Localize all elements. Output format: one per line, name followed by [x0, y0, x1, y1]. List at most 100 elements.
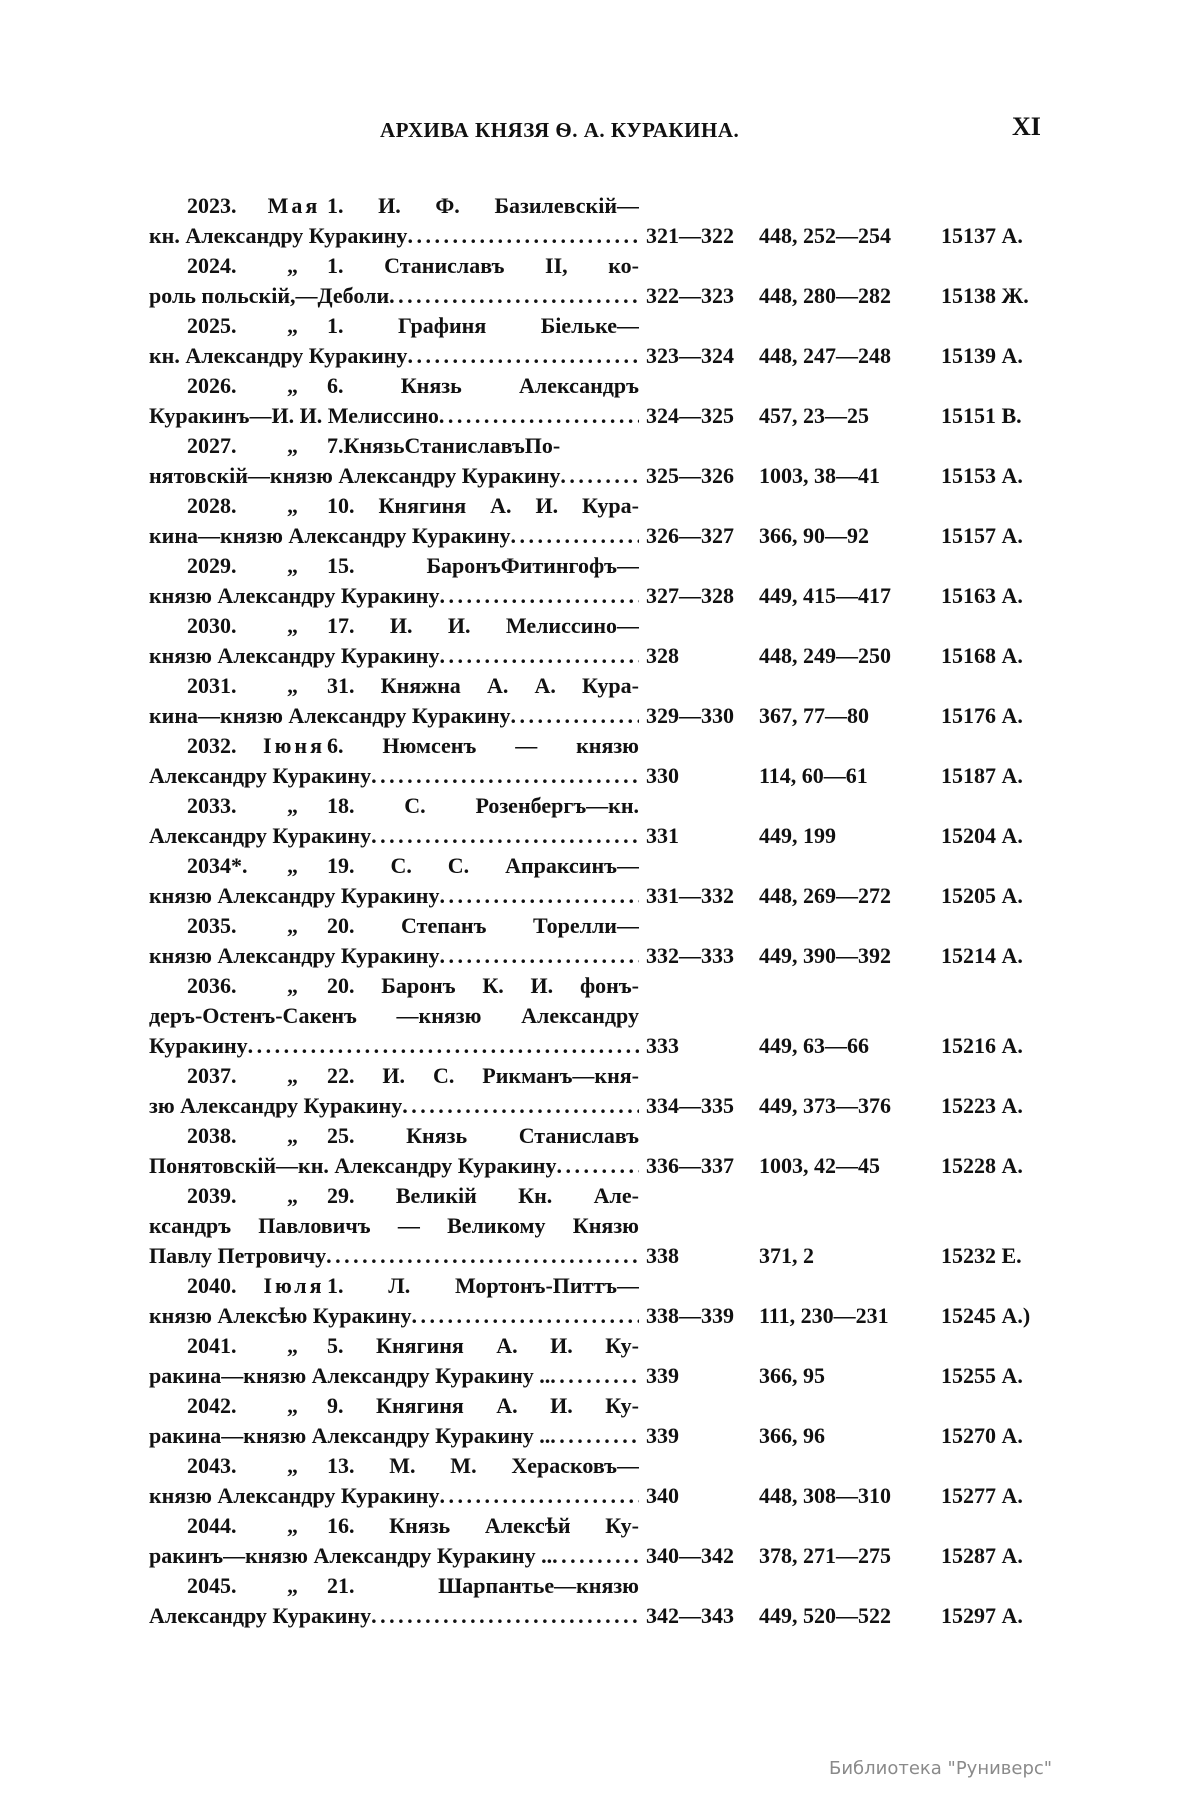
entry-volume-ref: 448, 247—248 — [759, 343, 891, 368]
entry-number: 2028. — [187, 493, 237, 518]
entry-text-with-leader: роль польскій,—Деболи — [149, 281, 639, 311]
entry-volume-ref: 378, 271—275 — [759, 1543, 891, 1568]
entry-first-line: 2029. „ 15. БаронъФитингофъ— — [149, 551, 1049, 581]
entry-text: Куракинъ—И. И. Мелиссино — [149, 403, 439, 428]
entry-last-line: Александру Куракину 342—343 449, 520—522 15… — [149, 1601, 1049, 1631]
entry-correspondents: 13. М. М. Херасковъ— — [327, 1453, 639, 1478]
entry-pages: 339 — [646, 1423, 679, 1448]
entry-month: „ — [287, 1513, 301, 1538]
entry-archive-number: 15216 А. — [941, 1033, 1023, 1058]
entry-first-line: 2027. „ 7.КнязьСтаниславъПо- — [149, 431, 1049, 461]
entry-text-with-leader: кина—князю Александру Куракину — [149, 521, 639, 551]
entry-last-line: кина—князю Александру Куракину 329—330 367… — [149, 701, 1049, 731]
entry-month: „ — [287, 853, 301, 878]
dot-leader — [439, 881, 639, 911]
entry-month: Іюля — [263, 1273, 325, 1298]
entry-heading: 2039. „ 29. Великій Кн. Але- — [187, 1181, 639, 1211]
dot-leader — [411, 1301, 639, 1331]
entry-pages: 338 — [646, 1243, 679, 1268]
entry-archive-number: 15163 А. — [941, 583, 1023, 608]
dot-leader — [552, 1541, 639, 1571]
list-item: 2031. „ 31. Княжна А. А. Кура-кина—князю А… — [149, 671, 1049, 731]
entry-text: ксандръ Павловичъ — Великому Князю — [149, 1213, 639, 1238]
list-item: 2028. „ 10. Княгиня А. И. Кура-кина—князю … — [149, 491, 1049, 551]
entry-correspondents: 15. БаронъФитингофъ— — [327, 553, 639, 578]
list-item: 2033. „ 18. С. Розенбергъ—кн. Александру Ку… — [149, 791, 1049, 851]
entry-text: кина—князю Александру Куракину — [149, 703, 511, 728]
entry-archive-number: 15187 А. — [941, 763, 1023, 788]
entry-first-line: 2037. „ 22. И. С. Рикманъ—кня- — [149, 1061, 1049, 1091]
entry-volume-ref: 111, 230—231 — [759, 1303, 889, 1328]
dot-leader — [371, 821, 639, 851]
entry-last-line: князю Александру Куракину 327—328 449, 415… — [149, 581, 1049, 611]
entry-volume-ref: 457, 23—25 — [759, 403, 869, 428]
entry-number: 2025. — [187, 313, 237, 338]
entry-pages: 324—325 — [646, 403, 734, 428]
entry-first-line: 2025. „ 1. Графиня Біельке— — [149, 311, 1049, 341]
entry-last-line: зю Александру Куракину 334—335 449, 373—37… — [149, 1091, 1049, 1121]
entry-heading: 2043. „ 13. М. М. Херасковъ— — [187, 1451, 639, 1481]
entry-number: 2027. — [187, 433, 237, 458]
entry-first-line: 2041. „ 5. Княгиня А. И. Ку- — [149, 1331, 1049, 1361]
entry-first-line: 2034*. „ 19. С. С. Апраксинъ— — [149, 851, 1049, 881]
entry-pages: 321—322 — [646, 223, 734, 248]
dot-leader — [371, 1601, 639, 1631]
entry-pages: 342—343 — [646, 1603, 734, 1628]
list-item: 2042. „ 9. Княгиня А. И. Ку-ракина—князю А… — [149, 1391, 1049, 1451]
entry-first-line: 2024. „ 1. Станиславъ II, ко- — [149, 251, 1049, 281]
entry-heading: 2028. „ 10. Княгиня А. И. Кура- — [187, 491, 639, 521]
dot-leader — [402, 1091, 639, 1121]
entry-volume-ref: 114, 60—61 — [759, 763, 868, 788]
entry-archive-number: 15168 А. — [941, 643, 1023, 668]
entry-archive-number: 15214 А. — [941, 943, 1023, 968]
entry-volume-ref: 449, 63—66 — [759, 1033, 869, 1058]
entry-month: „ — [287, 673, 301, 698]
page-number: XI — [1012, 112, 1041, 141]
list-item: 2044. „ 16. Князь Алексѣй Ку-ракинъ—князю … — [149, 1511, 1049, 1571]
entry-text-with-leader: Александру Куракину — [149, 1601, 639, 1631]
entry-pages: 326—327 — [646, 523, 734, 548]
entry-correspondents: 20. Степанъ Торелли— — [327, 913, 639, 938]
entry-last-line: кн. Александру Куракину 321—322 448, 252—2… — [149, 221, 1049, 251]
entry-text-with-leader: князю Александру Куракину — [149, 581, 639, 611]
entry-pages: 336—337 — [646, 1153, 734, 1178]
dot-leader — [439, 401, 639, 431]
entry-archive-number: 15277 А. — [941, 1483, 1023, 1508]
entry-text: Александру Куракину — [149, 763, 372, 788]
entry-last-line: Куракину 333 449, 63—66 15216 А. — [149, 1031, 1049, 1061]
entry-correspondents: 16. Князь Алексѣй Ку- — [327, 1513, 639, 1538]
entry-heading: 2025. „ 1. Графиня Біельке— — [187, 311, 639, 341]
entry-text: Понятовскій—кн. Александру Куракину — [149, 1153, 557, 1178]
entry-pages: 340—342 — [646, 1543, 734, 1568]
entry-text-with-leader: князю Александру Куракину — [149, 1481, 639, 1511]
entry-number: 2042. — [187, 1393, 237, 1418]
entry-heading: 2034*. „ 19. С. С. Апраксинъ— — [187, 851, 639, 881]
entry-first-line: 2045. „ 21. Шарпантье—князю — [149, 1571, 1049, 1601]
entry-heading: 2040. Іюля 1. Л. Мортонъ-Питтъ— — [187, 1271, 639, 1301]
entry-first-line: 2033. „ 18. С. Розенбергъ—кн. — [149, 791, 1049, 821]
entry-text-with-leader: Павлу Петровичу — [149, 1241, 639, 1271]
list-item: 2025. „ 1. Графиня Біельке— кн. Александру … — [149, 311, 1049, 371]
entry-text: Александру Куракину — [149, 1603, 372, 1628]
entry-text: ракинъ—князю Александру Куракину .. — [149, 1543, 553, 1568]
dot-leader — [511, 521, 639, 551]
entry-archive-number: 15255 А. — [941, 1363, 1023, 1388]
entry-volume-ref: 448, 249—250 — [759, 643, 891, 668]
entry-correspondents: 1. Графиня Біельке— — [327, 313, 639, 338]
entry-number: 2045. — [187, 1573, 237, 1598]
entry-number: 2023. — [187, 193, 237, 218]
entry-last-line: Александру Куракину 331 449, 199 15204 А. — [149, 821, 1049, 851]
list-item: 2039. „ 29. Великій Кн. Але-ксандръ Павлов… — [149, 1181, 1049, 1271]
entry-number: 2034*. — [187, 853, 248, 878]
entry-text-with-leader: князю Александру Куракину — [149, 641, 639, 671]
entry-first-line: 2030. „ 17. И. И. Мелиссино— — [149, 611, 1049, 641]
entry-first-line: 2032. Іюня6. Нюмсенъ — князю — [149, 731, 1049, 761]
entry-heading: 2030. „ 17. И. И. Мелиссино— — [187, 611, 639, 641]
entry-month: „ — [287, 313, 301, 338]
entry-month: Іюня — [263, 733, 325, 758]
entry-month: „ — [287, 973, 301, 998]
entry-archive-number: 15157 А. — [941, 523, 1023, 548]
entry-number: 2040. — [187, 1273, 237, 1298]
entry-heading: 2041. „ 5. Княгиня А. И. Ку- — [187, 1331, 639, 1361]
entry-last-line: князю Алексѣю Куракину 338—339 111, 230—23… — [149, 1301, 1049, 1331]
